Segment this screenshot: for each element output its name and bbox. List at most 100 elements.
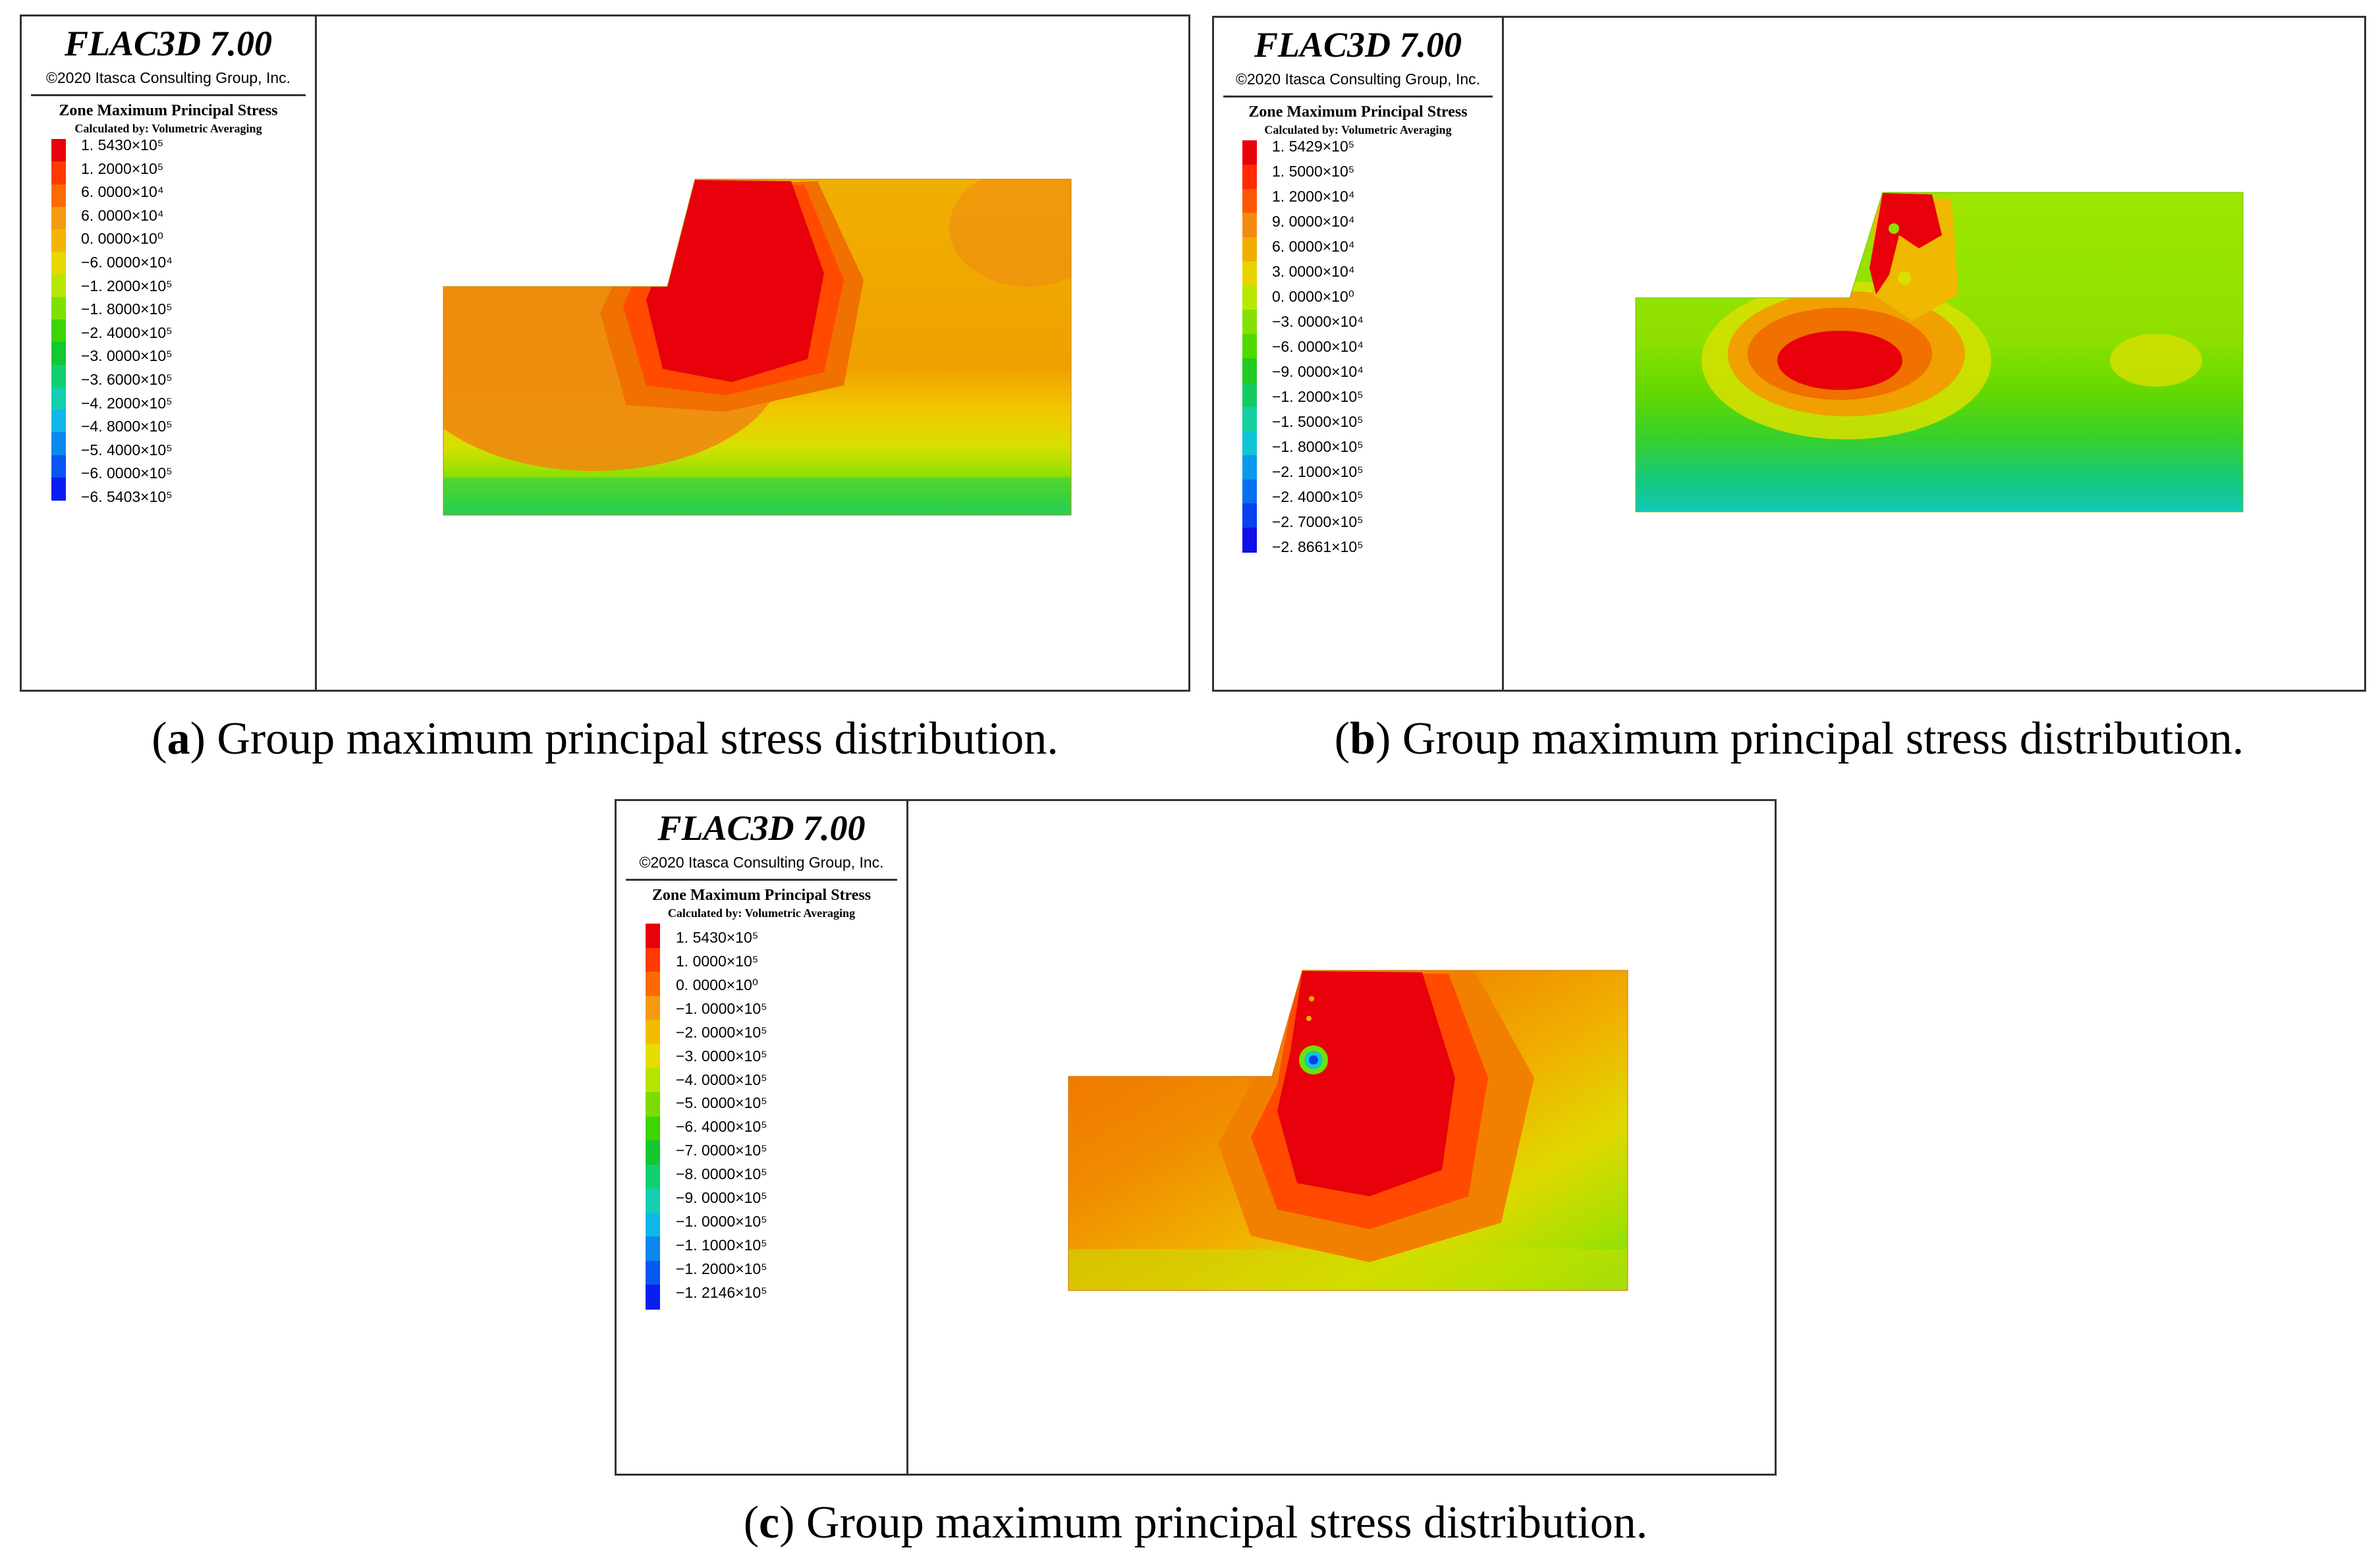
caption-letter: c: [759, 1497, 780, 1548]
tick-label: −1. 2000×10⁵: [676, 1260, 767, 1277]
model-outline: [1068, 970, 1628, 1291]
colorbar: [51, 139, 66, 501]
tick-label: −9. 0000×10⁴: [1272, 363, 1364, 380]
colorbar-swatch: [1242, 431, 1257, 457]
tick-label: −6. 0000×10⁴: [1272, 338, 1364, 355]
colorbar: [646, 924, 660, 1310]
caption-a: (a) Group maximum principal stress distr…: [152, 713, 1059, 764]
colorbar-swatch: [1242, 406, 1257, 432]
colorbar-swatch: [1242, 455, 1257, 480]
colorbar-swatch: [646, 1164, 660, 1190]
contour-band: [443, 478, 1071, 515]
caption-c: (c) Group maximum principal stress distr…: [743, 1497, 1648, 1548]
tick-label: 1. 5430×10⁵: [676, 929, 759, 946]
colorbar-swatch: [51, 320, 66, 343]
tick-label: −6. 5403×10⁵: [81, 487, 173, 505]
colorbar-swatch: [51, 139, 66, 163]
colorbar-swatch: [51, 477, 66, 501]
copyright: ©2020 Itasca Consulting Group, Inc.: [45, 69, 291, 86]
colorbar-swatch: [1242, 237, 1257, 263]
stress-contour-plot: [1635, 192, 2244, 513]
tick-label: −1. 0000×10⁵: [676, 999, 767, 1017]
tick-label: −4. 8000×10⁵: [81, 418, 173, 435]
tick-label: 0. 0000×10⁰: [676, 976, 758, 993]
legend: FLAC3D 7.00 ©2020 Itasca Consulting Grou…: [22, 16, 317, 690]
colorbar-swatch: [1242, 140, 1257, 165]
colorbar-swatch: [1242, 334, 1257, 360]
legend-subtitle: Calculated by: Volumetric Averaging: [74, 122, 262, 135]
tick-label: −1. 8000×10⁵: [81, 300, 173, 318]
colorbar-swatch: [646, 1285, 660, 1310]
colorbar-ticks: 1. 5429×10⁵ 1. 5000×10⁵ 1. 2000×10⁴ 9. 0…: [1272, 138, 1364, 555]
tick-label: 1. 5000×10⁵: [1272, 163, 1355, 180]
colorbar-swatch: [51, 364, 66, 388]
app-title: FLAC3D 7.00: [64, 24, 273, 63]
tick-label: −9. 0000×10⁵: [676, 1189, 767, 1207]
legend-subtitle: Calculated by: Volumetric Averaging: [1264, 123, 1452, 136]
colorbar-swatch: [51, 342, 66, 366]
legend-title: Zone Maximum Principal Stress: [1248, 103, 1468, 121]
tick-label: −3. 0000×10⁵: [81, 347, 173, 365]
tick-label: −1. 0000×10⁵: [676, 1213, 767, 1231]
caption-text: Group maximum principal stress distribut…: [806, 1497, 1648, 1548]
colorbar-swatch: [1242, 310, 1257, 335]
colorbar-swatch: [646, 924, 660, 949]
colorbar-swatch: [646, 1260, 660, 1286]
colorbar-swatch: [51, 387, 66, 411]
tick-label: −6. 0000×10⁵: [81, 464, 173, 482]
colorbar-swatch: [51, 296, 66, 321]
stress-contour-plot: [1068, 970, 1628, 1291]
colorbar-swatch: [1242, 382, 1257, 408]
tick-label: −6. 0000×10⁴: [81, 253, 173, 271]
tick-label: −4. 2000×10⁵: [81, 394, 173, 412]
tick-label: 1. 5430×10⁵: [81, 136, 164, 153]
colorbar-ticks: 1. 5430×10⁵ 1. 2000×10⁵ 6. 0000×10⁴ 6. 0…: [81, 136, 173, 505]
app-title: FLAC3D 7.00: [657, 808, 866, 848]
colorbar-swatch: [646, 1068, 660, 1094]
stress-spot: [1889, 223, 1899, 234]
tick-label: 6. 0000×10⁴: [81, 183, 164, 201]
colorbar-swatch: [51, 455, 66, 478]
legend: FLAC3D 7.00 ©2020 Itasca Consulting Grou…: [1214, 18, 1504, 690]
tick-label: −3. 6000×10⁵: [81, 370, 173, 388]
colorbar-swatch: [646, 1020, 660, 1045]
caption-letter: b: [1350, 713, 1376, 764]
colorbar-swatch: [1242, 188, 1257, 214]
colorbar-swatch: [1242, 261, 1257, 287]
colorbar-swatch: [1242, 479, 1257, 505]
divider: [31, 94, 306, 96]
divider: [1223, 96, 1493, 97]
tick-label: −1. 2000×10⁵: [1272, 388, 1364, 405]
colorbar-swatch: [51, 410, 66, 433]
tick-label: 9. 0000×10⁴: [1272, 213, 1355, 230]
contour-band: [2110, 334, 2202, 387]
tick-label: −5. 4000×10⁵: [81, 441, 173, 458]
colorbar-ticks: 1. 5430×10⁵ 1. 0000×10⁵ 0. 0000×10⁰ −1. …: [676, 929, 767, 1301]
tick-label: 6. 0000×10⁴: [1272, 238, 1355, 255]
colorbar-swatch: [646, 1116, 660, 1142]
tick-label: −8. 0000×10⁵: [676, 1165, 767, 1183]
tick-label: −2. 1000×10⁵: [1272, 463, 1364, 480]
high-stress-core: [1869, 193, 1942, 294]
tick-label: −2. 0000×10⁵: [676, 1023, 767, 1041]
legend-title: Zone Maximum Principal Stress: [59, 102, 278, 119]
tick-label: 6. 0000×10⁴: [81, 206, 164, 224]
tick-label: −2. 4000×10⁵: [1272, 488, 1364, 505]
tick-label: 1. 5429×10⁵: [1272, 138, 1355, 155]
colorbar-swatch: [1242, 164, 1257, 190]
stress-spot: [1306, 1016, 1312, 1021]
tick-label: −1. 2146×10⁵: [676, 1283, 767, 1301]
tick-label: −1. 8000×10⁵: [1272, 438, 1364, 455]
tick-label: 0. 0000×10⁰: [1272, 288, 1354, 305]
tick-label: −1. 5000×10⁵: [1272, 413, 1364, 430]
model-outline: [443, 179, 1072, 516]
tick-label: −3. 0000×10⁵: [676, 1047, 767, 1065]
tick-label: −7. 0000×10⁵: [676, 1142, 767, 1159]
copyright: ©2020 Itasca Consulting Group, Inc.: [1235, 70, 1481, 88]
caption-text: Group maximum principal stress distribut…: [1402, 713, 2244, 764]
tick-label: 1. 2000×10⁴: [1272, 188, 1355, 205]
caption-b: (b) Group maximum principal stress distr…: [1334, 713, 2244, 764]
colorbar-swatch: [646, 1140, 660, 1165]
panel-a: FLAC3D 7.00 ©2020 Itasca Consulting Grou…: [20, 14, 1190, 692]
colorbar-swatch: [646, 1188, 660, 1213]
